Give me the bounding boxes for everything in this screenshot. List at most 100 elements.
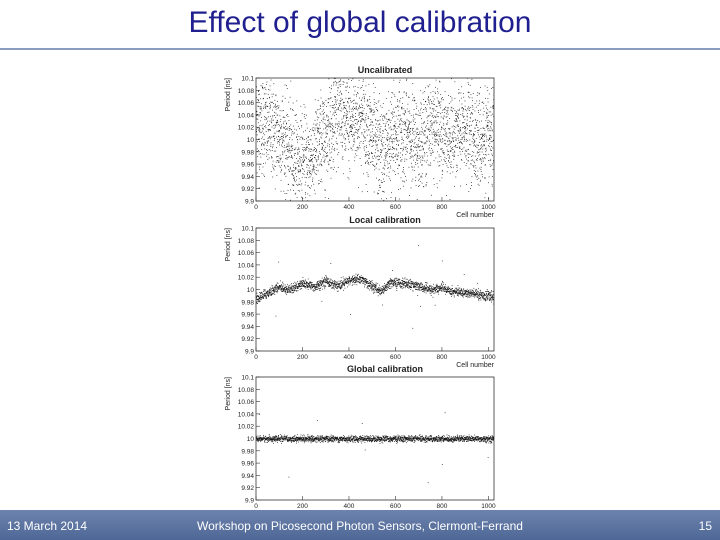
data-point	[305, 279, 306, 281]
data-point	[369, 140, 371, 142]
data-point	[420, 290, 422, 291]
data-point	[325, 125, 327, 127]
data-point	[352, 116, 353, 118]
data-point	[378, 134, 380, 136]
data-point	[436, 106, 438, 107]
data-point	[296, 184, 298, 185]
data-point	[401, 160, 403, 162]
data-point	[426, 182, 428, 183]
data-point	[365, 162, 366, 163]
data-point	[375, 134, 377, 136]
data-point	[297, 185, 299, 186]
data-point	[491, 130, 493, 132]
data-point	[385, 144, 386, 145]
data-point	[275, 315, 277, 317]
data-point	[304, 170, 305, 172]
data-point	[392, 114, 394, 116]
data-point	[388, 282, 389, 283]
data-point	[490, 126, 491, 128]
data-point	[446, 146, 448, 147]
data-point	[344, 279, 346, 281]
data-point	[338, 103, 340, 105]
data-point	[456, 290, 457, 292]
data-point	[418, 287, 420, 288]
data-point	[284, 287, 286, 289]
data-point	[471, 182, 472, 183]
data-point	[348, 141, 350, 143]
data-point	[265, 292, 267, 294]
data-point	[309, 139, 311, 140]
data-point	[373, 291, 375, 293]
data-point	[282, 141, 283, 143]
data-point	[343, 102, 345, 103]
data-point	[268, 294, 270, 296]
data-point	[344, 283, 345, 285]
data-point	[269, 96, 270, 98]
data-point	[274, 126, 276, 128]
data-point	[448, 156, 450, 158]
data-point	[468, 83, 469, 85]
data-point	[262, 294, 264, 295]
data-point	[349, 130, 351, 132]
data-point	[443, 124, 445, 126]
data-point	[316, 116, 318, 118]
data-point	[381, 144, 383, 145]
data-point	[325, 151, 326, 153]
x-tick-label: 400	[344, 204, 355, 211]
data-point	[321, 300, 323, 302]
data-point	[381, 290, 383, 292]
data-point	[344, 107, 346, 109]
data-point	[291, 174, 293, 175]
data-point	[354, 134, 355, 136]
data-point	[291, 146, 293, 147]
data-point	[435, 132, 437, 134]
data-point	[333, 283, 335, 285]
data-point	[371, 288, 373, 290]
data-point	[370, 119, 372, 120]
data-point	[466, 125, 468, 126]
data-point	[274, 287, 275, 289]
data-point	[358, 136, 359, 138]
data-point	[312, 166, 314, 167]
data-point	[313, 289, 314, 291]
data-point	[376, 156, 378, 157]
data-point	[442, 140, 444, 142]
data-point	[310, 157, 311, 158]
data-point	[293, 289, 295, 290]
data-point	[347, 136, 349, 137]
data-point	[405, 148, 407, 150]
data-point	[347, 278, 349, 280]
data-point	[469, 294, 471, 296]
data-point	[289, 150, 290, 151]
data-point	[279, 110, 281, 112]
data-point	[357, 87, 359, 88]
data-point	[280, 170, 282, 171]
data-point	[468, 106, 469, 108]
data-point	[481, 151, 483, 153]
data-point	[358, 108, 360, 110]
data-point	[305, 148, 307, 149]
data-point	[271, 122, 273, 124]
data-point	[441, 287, 443, 288]
data-point	[410, 187, 412, 189]
data-point	[382, 285, 384, 287]
data-point	[349, 279, 351, 281]
data-point	[445, 293, 446, 295]
data-point	[468, 295, 470, 296]
data-point	[403, 281, 405, 282]
data-point	[469, 121, 471, 122]
data-point	[274, 124, 276, 126]
data-point	[404, 111, 406, 112]
data-point	[455, 147, 457, 148]
data-point	[477, 183, 479, 185]
data-point	[465, 140, 467, 142]
data-point	[412, 114, 414, 116]
data-point	[313, 286, 315, 287]
data-point	[263, 153, 265, 155]
data-point	[435, 120, 437, 122]
data-point	[408, 141, 410, 142]
data-point	[316, 123, 318, 125]
data-point	[278, 141, 280, 142]
data-point	[321, 181, 323, 183]
data-point	[301, 284, 303, 285]
